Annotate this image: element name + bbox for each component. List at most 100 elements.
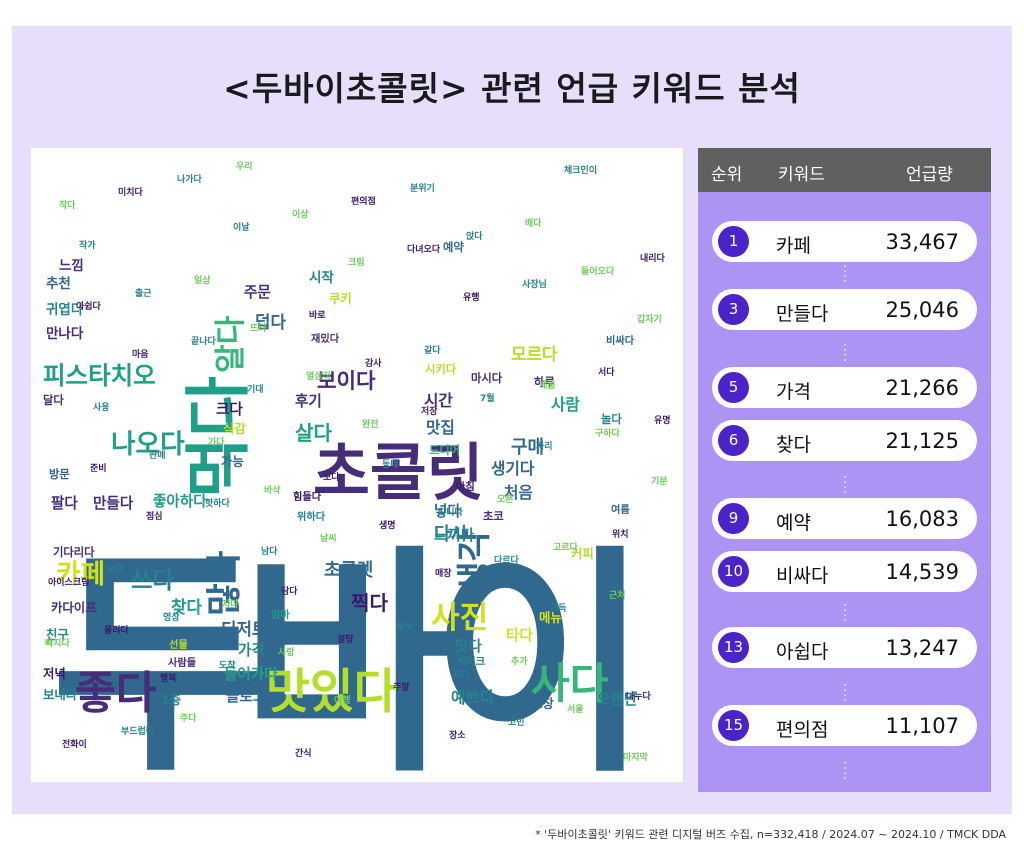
table-row: 1 카페 33,467	[712, 221, 977, 262]
word-105: 마지막	[623, 751, 649, 763]
word-149: 오다	[107, 563, 124, 575]
word-137: 출근	[135, 287, 152, 299]
mention-count: 11,107	[885, 714, 959, 738]
word-106: 올리다	[104, 624, 130, 636]
word-75: 엄마	[271, 608, 290, 621]
word-142: 내리다	[640, 252, 666, 264]
word-39: 팔다	[51, 494, 78, 512]
word-141: 제품	[539, 379, 556, 391]
word-128: 앉다	[466, 230, 483, 242]
word-48: 만나다	[46, 326, 84, 342]
word-159: 오픈	[497, 494, 514, 505]
word-87: 빠지다	[45, 637, 71, 649]
rank-badge: 9	[718, 503, 749, 534]
table-row: 13 아쉽다 13,247	[712, 627, 977, 668]
rank-badge: 10	[718, 556, 749, 587]
word-91: 장소	[449, 729, 466, 741]
row-separator-dots	[844, 476, 846, 494]
word-12: 카페	[56, 559, 105, 590]
word-11: 나오다	[111, 429, 185, 460]
word-150: 가다	[208, 436, 225, 448]
word-113: 끝나다	[191, 335, 217, 347]
word-151: 바로	[309, 309, 326, 321]
word-86: 체크인이	[564, 164, 597, 176]
word-146: 같다	[424, 344, 441, 356]
word-130: 아이스크림	[48, 576, 89, 588]
word-24: 찾다	[171, 597, 202, 617]
word-117: 구하다	[595, 427, 621, 439]
word-62: 방문	[49, 467, 70, 481]
header-rank: 순위	[711, 165, 743, 185]
word-69: 시키다	[425, 362, 457, 376]
table-body: 1 카페 33,467 3 만들다 25,046 5 가격 21,266 6 찾…	[698, 192, 991, 792]
row-separator-dots	[844, 762, 846, 780]
word-54: 친구	[46, 627, 69, 642]
word-156: 일상	[194, 274, 211, 286]
word-110: 고민	[508, 716, 525, 728]
keyword-label: 편의점	[776, 719, 829, 741]
word-143: 부드럽다	[121, 725, 155, 737]
word-148: 나누다	[626, 690, 652, 702]
word-7: 많다	[204, 550, 245, 616]
word-20: 구매	[511, 437, 544, 458]
table-row: 10 비싸다 14,539	[712, 551, 977, 592]
word-76: 사람들	[168, 656, 197, 669]
word-160: 서다	[598, 366, 615, 378]
word-59: 커피	[571, 546, 594, 561]
word-40: 오랜만	[597, 691, 638, 708]
word-140: 다니다	[438, 506, 464, 518]
word-135: 고르다	[553, 541, 579, 553]
word-81: 작다	[59, 199, 76, 211]
word-93: 기분	[651, 475, 668, 487]
mention-count: 16,083	[885, 507, 959, 531]
word-27: 사람	[551, 395, 580, 414]
word-124: 전화이	[62, 738, 87, 750]
word-131: 판매	[149, 449, 166, 461]
word-52: 가능	[221, 454, 244, 469]
word-1: 두바이	[51, 525, 651, 782]
word-64: 기다리다	[53, 545, 95, 559]
word-67: 드디어	[429, 443, 460, 457]
word-55: 저녁	[43, 666, 66, 681]
table-row: 15 편의점 11,107	[712, 705, 977, 746]
word-152: 분위기	[410, 182, 435, 194]
word-154: 위치	[612, 528, 629, 540]
word-25: 예쁘다	[451, 688, 495, 707]
word-60: 메뉴	[539, 610, 562, 625]
word-102: 날씨	[320, 532, 337, 544]
word-114: 이상	[292, 208, 309, 220]
rank-badge: 5	[718, 372, 749, 403]
word-83: 남다	[261, 545, 278, 557]
word-70: 예약	[443, 240, 464, 254]
word-13: 피스타치오	[43, 361, 156, 390]
word-84: 완전	[362, 418, 379, 430]
word-31: 주문	[244, 284, 271, 301]
word-68: 초코	[483, 510, 504, 523]
word-144: 자다	[222, 598, 239, 610]
row-separator-dots	[844, 344, 846, 362]
word-111: 근처	[609, 589, 626, 601]
word-161: 작가	[79, 239, 96, 251]
row-separator-dots	[844, 604, 846, 622]
keyword-label: 가격	[776, 381, 811, 403]
word-77: 케이크	[457, 655, 486, 668]
word-46: 느낌	[59, 257, 84, 274]
word-99: 갑자기	[637, 313, 662, 325]
word-164: 동네	[382, 458, 399, 470]
word-50: 쿠키	[329, 291, 352, 306]
word-104: 사장님	[522, 278, 547, 290]
word-47: 귀엽다	[46, 301, 84, 318]
word-112: 준비	[90, 462, 107, 474]
word-101: 도착	[219, 659, 236, 671]
table-row: 5 가격 21,266	[712, 367, 977, 408]
word-107: 핫하다	[205, 497, 231, 509]
word-14: 쓰다	[131, 566, 175, 594]
word-51: 식감	[223, 421, 246, 436]
word-82: 행복	[160, 672, 177, 684]
word-96: 여행	[334, 694, 351, 706]
word-80: 비싸다	[606, 334, 635, 347]
rank-badge: 3	[718, 294, 749, 325]
word-58: 포장	[531, 696, 554, 711]
word-125: 영상	[163, 611, 180, 623]
